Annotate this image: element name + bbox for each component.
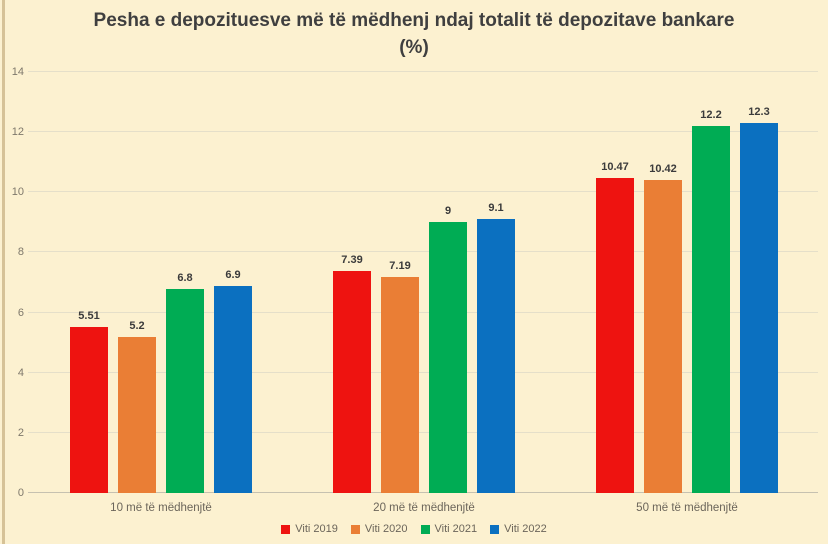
bar-viti-2022-group-2: 9.1 bbox=[477, 202, 515, 493]
bar-value-label: 6.8 bbox=[177, 271, 193, 284]
bar-group-3: 10.47 10.42 12.2 12.3 bbox=[596, 72, 778, 493]
legend-label: Viti 2020 bbox=[364, 523, 408, 535]
legend-label: Viti 2021 bbox=[434, 523, 478, 535]
bar-group-2: 7.39 7.19 9 9.1 bbox=[333, 72, 515, 493]
bar-value-label: 12.3 bbox=[748, 106, 770, 119]
category-label-3: 50 më të mëdhenjtë bbox=[636, 502, 738, 514]
bar-value-label: 7.19 bbox=[389, 259, 411, 272]
gridline-y-6 bbox=[28, 311, 818, 313]
legend: Viti 2019 Viti 2020 Viti 2021 Viti 2022 bbox=[0, 523, 828, 535]
category-label-1: 10 më të mëdhenjtë bbox=[110, 502, 212, 514]
y-tick-label-10: 10 bbox=[11, 186, 24, 199]
bar-value-label: 9 bbox=[444, 205, 452, 218]
legend-swatch-icon bbox=[281, 524, 291, 534]
bar-viti-2020-group-1: 5.2 bbox=[118, 320, 156, 493]
bar-group-1: 5.51 5.2 6.8 6.9 bbox=[70, 72, 252, 493]
bar-value-label: 5.2 bbox=[129, 319, 145, 332]
chart-title: Pesha e depozituesve më të mëdhenj ndaj … bbox=[10, 7, 818, 61]
y-tick-label-0: 0 bbox=[17, 487, 24, 499]
legend-item-viti-2022: Viti 2022 bbox=[490, 523, 547, 535]
y-tick-label-8: 8 bbox=[17, 246, 24, 259]
left-edge-line bbox=[2, 0, 5, 544]
gridline-y-14 bbox=[28, 71, 818, 72]
bar-viti-2022-group-1: 6.9 bbox=[214, 269, 252, 493]
gridline-y-12 bbox=[28, 131, 818, 133]
gridline-y-4 bbox=[28, 371, 818, 373]
y-tick-label-4: 4 bbox=[17, 366, 24, 379]
gridline-y-10 bbox=[28, 191, 818, 193]
chart-title-line1: Pesha e depozituesve më të mëdhenj ndaj … bbox=[93, 10, 735, 31]
legend-swatch-icon bbox=[420, 524, 430, 534]
legend-swatch-icon bbox=[490, 524, 500, 534]
bar-viti-2020-group-3: 10.42 bbox=[644, 163, 682, 493]
gridline-y-0 bbox=[28, 492, 818, 493]
bar-viti-2021-group-3: 12.2 bbox=[692, 109, 730, 493]
y-tick-label-2: 2 bbox=[17, 426, 24, 439]
plot-area: 0 2 4 6 8 10 12 14 5.51 5.2 6.8 6.9 7.39 7.19 9 9.1 10.4… bbox=[12, 66, 818, 499]
bar-value-label: 10.47 bbox=[601, 161, 629, 174]
legend-label: Viti 2019 bbox=[295, 523, 338, 535]
bar-value-label: 5.51 bbox=[78, 310, 100, 323]
bar-viti-2020-group-2: 7.19 bbox=[381, 260, 419, 493]
bar-value-label: 6.9 bbox=[225, 268, 241, 281]
chart-title-line2: (%) bbox=[399, 37, 429, 58]
bar-viti-2022-group-3: 12.3 bbox=[740, 106, 778, 493]
legend-swatch-icon bbox=[350, 524, 360, 534]
y-tick-label-14: 14 bbox=[11, 66, 24, 78]
bar-viti-2019-group-2: 7.39 bbox=[333, 254, 371, 493]
bar-viti-2021-group-2: 9 bbox=[429, 205, 467, 493]
bar-viti-2021-group-1: 6.8 bbox=[166, 272, 204, 493]
legend-item-viti-2021: Viti 2021 bbox=[420, 523, 478, 535]
gridline-y-8 bbox=[28, 251, 818, 253]
bar-viti-2019-group-1: 5.51 bbox=[70, 310, 108, 493]
legend-label: Viti 2022 bbox=[504, 523, 547, 535]
legend-item-viti-2019: Viti 2019 bbox=[281, 523, 338, 535]
bar-value-label: 7.39 bbox=[341, 253, 363, 266]
bar-value-label: 10.42 bbox=[649, 162, 677, 175]
category-label-2: 20 më të mëdhenjtë bbox=[373, 502, 475, 514]
legend-item-viti-2020: Viti 2020 bbox=[350, 523, 408, 535]
bar-value-label: 9.1 bbox=[488, 202, 504, 215]
bar-value-label: 12.2 bbox=[700, 109, 722, 122]
y-tick-label-6: 6 bbox=[17, 306, 24, 319]
bar-viti-2019-group-3: 10.47 bbox=[596, 161, 634, 493]
y-tick-label-12: 12 bbox=[11, 126, 24, 139]
gridline-y-2 bbox=[28, 431, 818, 433]
